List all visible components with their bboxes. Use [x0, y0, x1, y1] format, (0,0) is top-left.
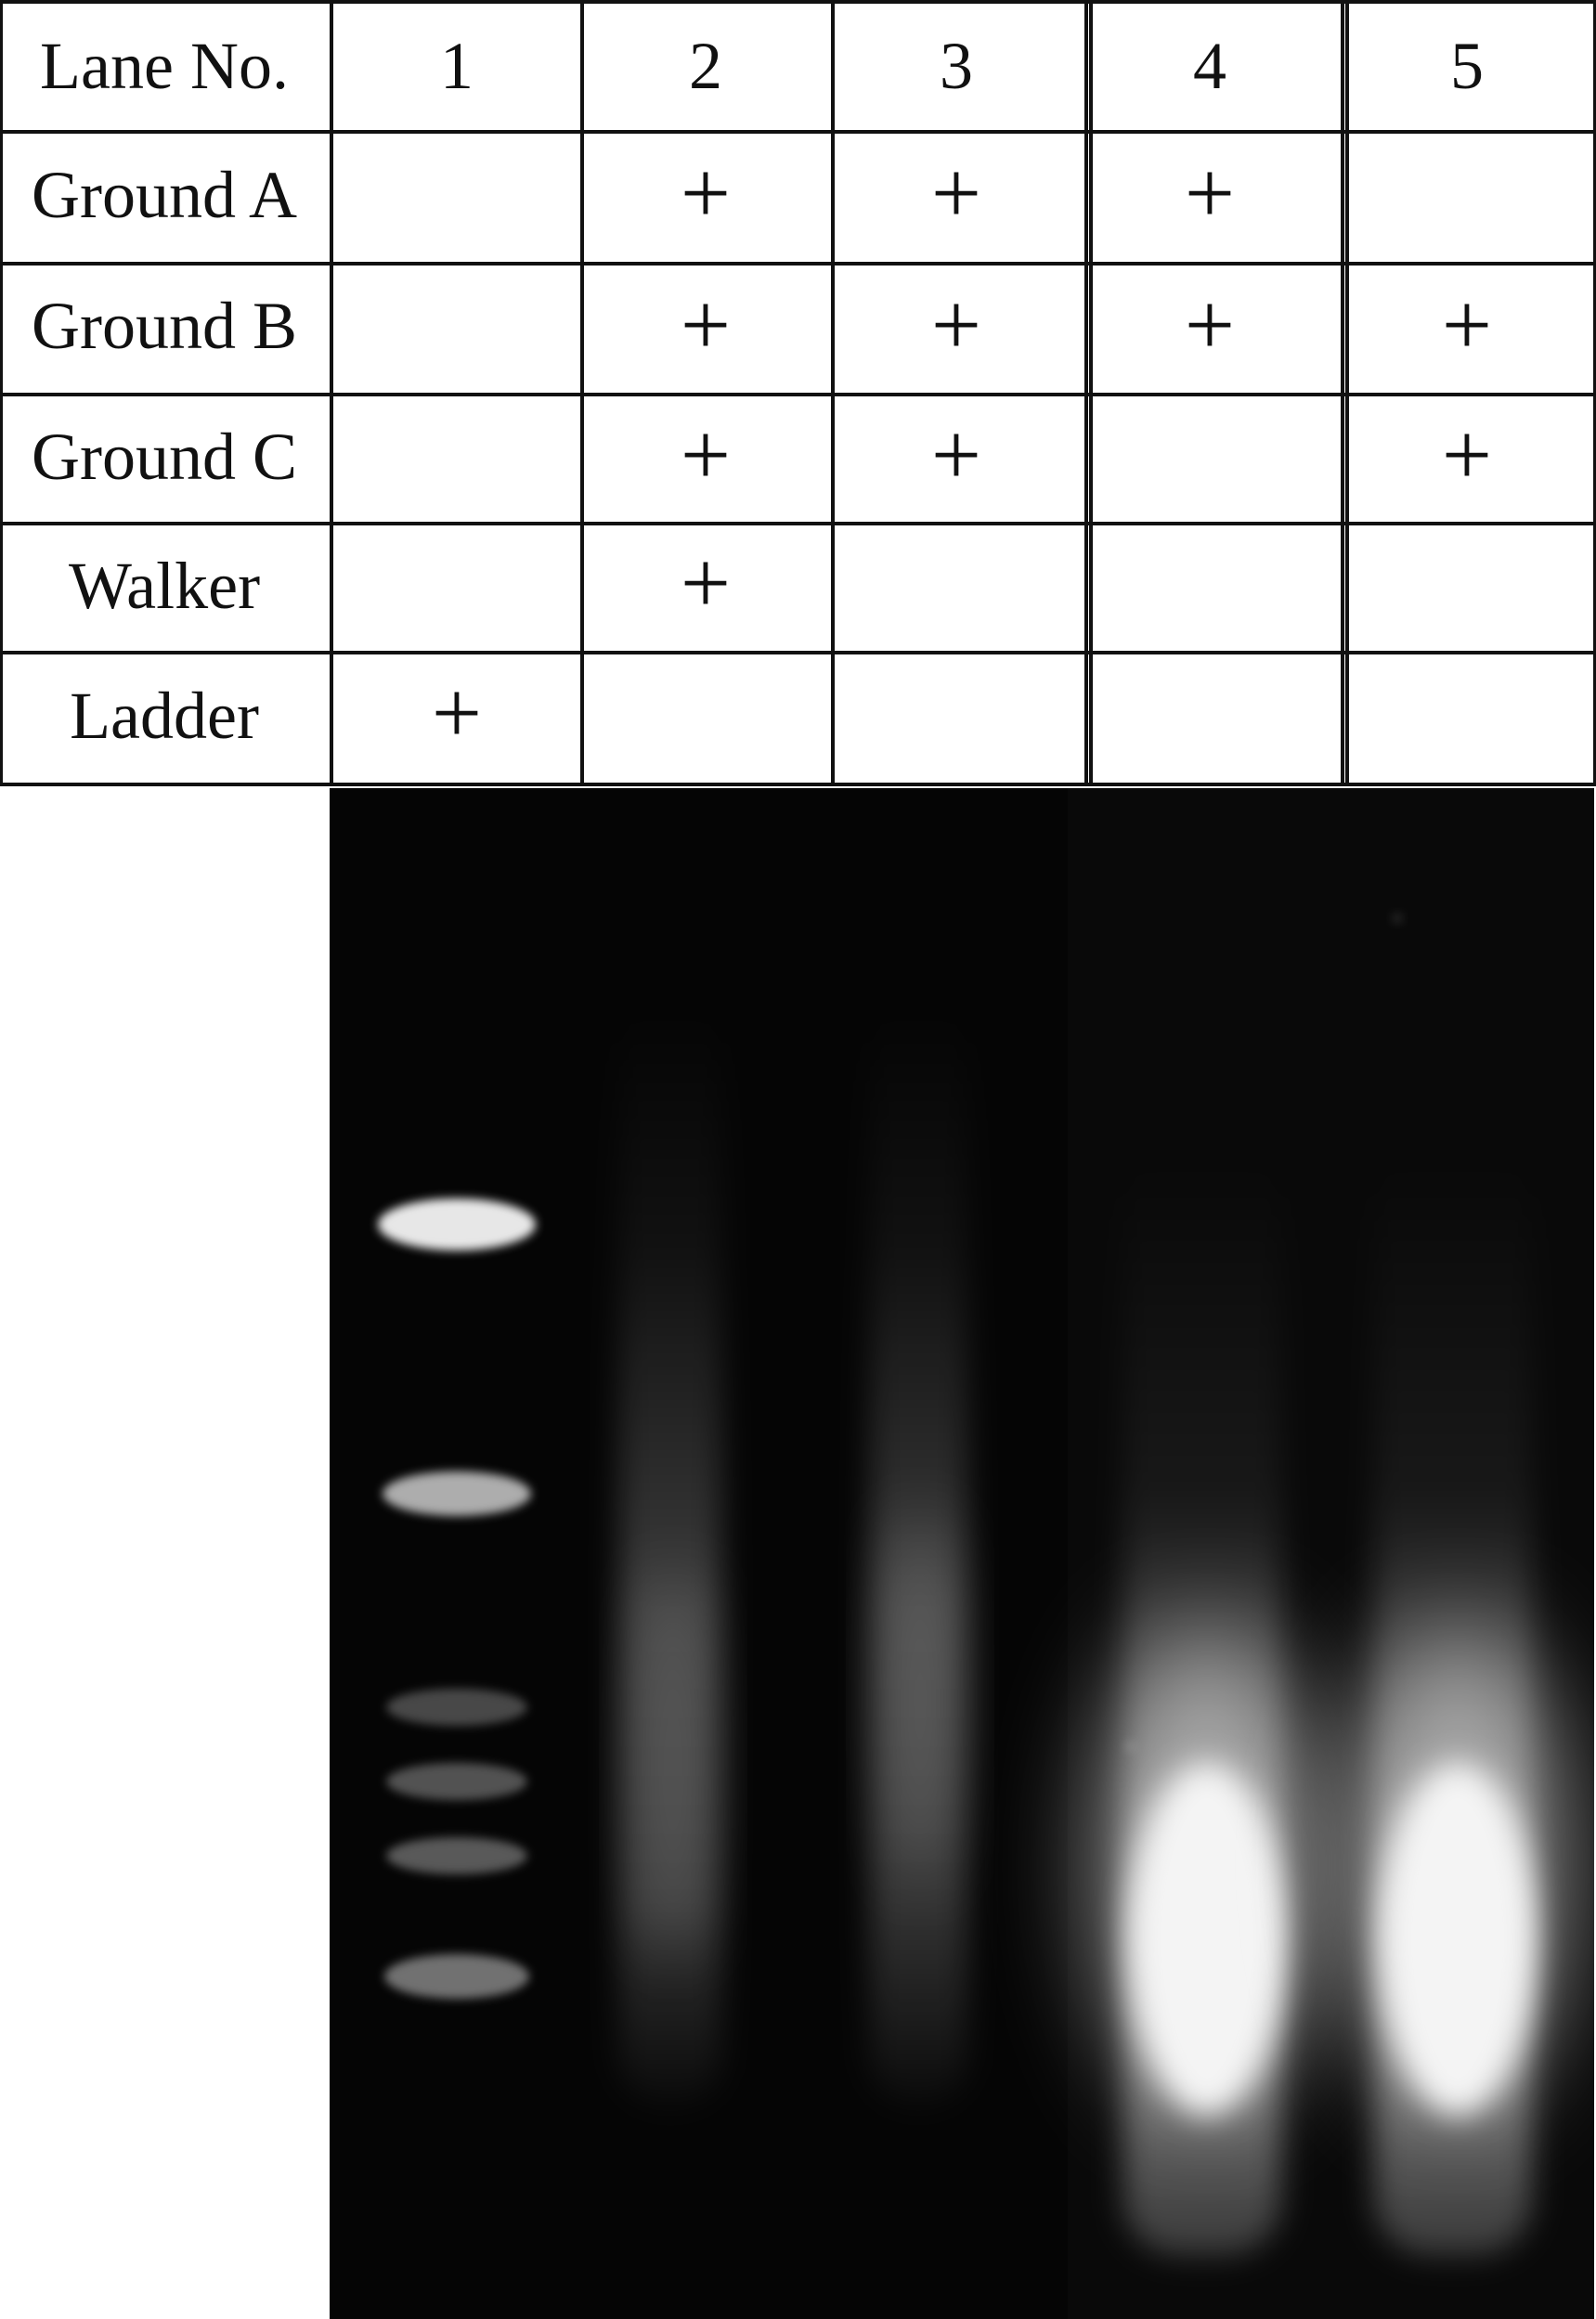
- ladder-band: [378, 1198, 536, 1250]
- gel-image: [330, 788, 1594, 2319]
- dna-smear-core: [1131, 1763, 1283, 2116]
- row-label-ladder: Ladder: [70, 679, 259, 753]
- ladder-band: [386, 1763, 527, 1800]
- mark-ground-b-lane-3: +: [931, 275, 981, 374]
- mark-ground-a-lane-2: +: [681, 143, 731, 242]
- mark-walker-lane-2: +: [681, 533, 731, 632]
- ladder-lane: [378, 1198, 536, 1999]
- lane-number-3: 3: [940, 29, 973, 103]
- row-label-ground-c: Ground C: [32, 420, 297, 494]
- mark-ground-b-lane-2: +: [681, 275, 731, 374]
- mark-ground-c-lane-2: +: [681, 405, 731, 504]
- dna-smear-core: [883, 1512, 957, 1884]
- row-label-ground-a: Ground A: [32, 158, 297, 232]
- dna-smear-core: [636, 1568, 710, 1958]
- dna-smear-core: [1382, 1763, 1534, 2116]
- mark-ground-b-lane-4: +: [1185, 275, 1235, 374]
- ladder-band: [384, 1954, 529, 1999]
- mark-ground-b-lane-5: +: [1442, 275, 1492, 374]
- mark-ground-c-lane-5: +: [1442, 405, 1492, 504]
- mark-ground-a-lane-4: +: [1185, 143, 1235, 242]
- lane-number-2: 2: [689, 29, 722, 103]
- dust-speck: [1124, 1741, 1135, 1752]
- lane-number-5: 5: [1450, 29, 1484, 103]
- lane-number-1: 1: [440, 29, 474, 103]
- ladder-band: [386, 1837, 527, 1874]
- mark-ladder-lane-1: +: [432, 663, 482, 762]
- sample-lane-4: [1096, 1160, 1318, 2255]
- ladder-band: [386, 1689, 527, 1726]
- sample-lane-2: [619, 1011, 721, 2106]
- dust-speck: [1392, 913, 1403, 924]
- table-grid-lines: [0, 0, 1596, 786]
- sample-lane-3: [870, 1011, 967, 2106]
- mark-ground-a-lane-3: +: [931, 143, 981, 242]
- sample-lane-5: [1346, 1160, 1569, 2255]
- row-label-walker: Walker: [69, 549, 260, 623]
- row-label-ground-b: Ground B: [32, 289, 297, 363]
- lane-number-4: 4: [1193, 29, 1226, 103]
- lane-table: Lane No. 1 2 3 4 5 Ground A + + + Ground…: [0, 0, 1596, 786]
- mark-ground-c-lane-3: +: [931, 405, 981, 504]
- lane-header-label: Lane No.: [40, 29, 289, 103]
- ladder-band: [383, 1471, 531, 1516]
